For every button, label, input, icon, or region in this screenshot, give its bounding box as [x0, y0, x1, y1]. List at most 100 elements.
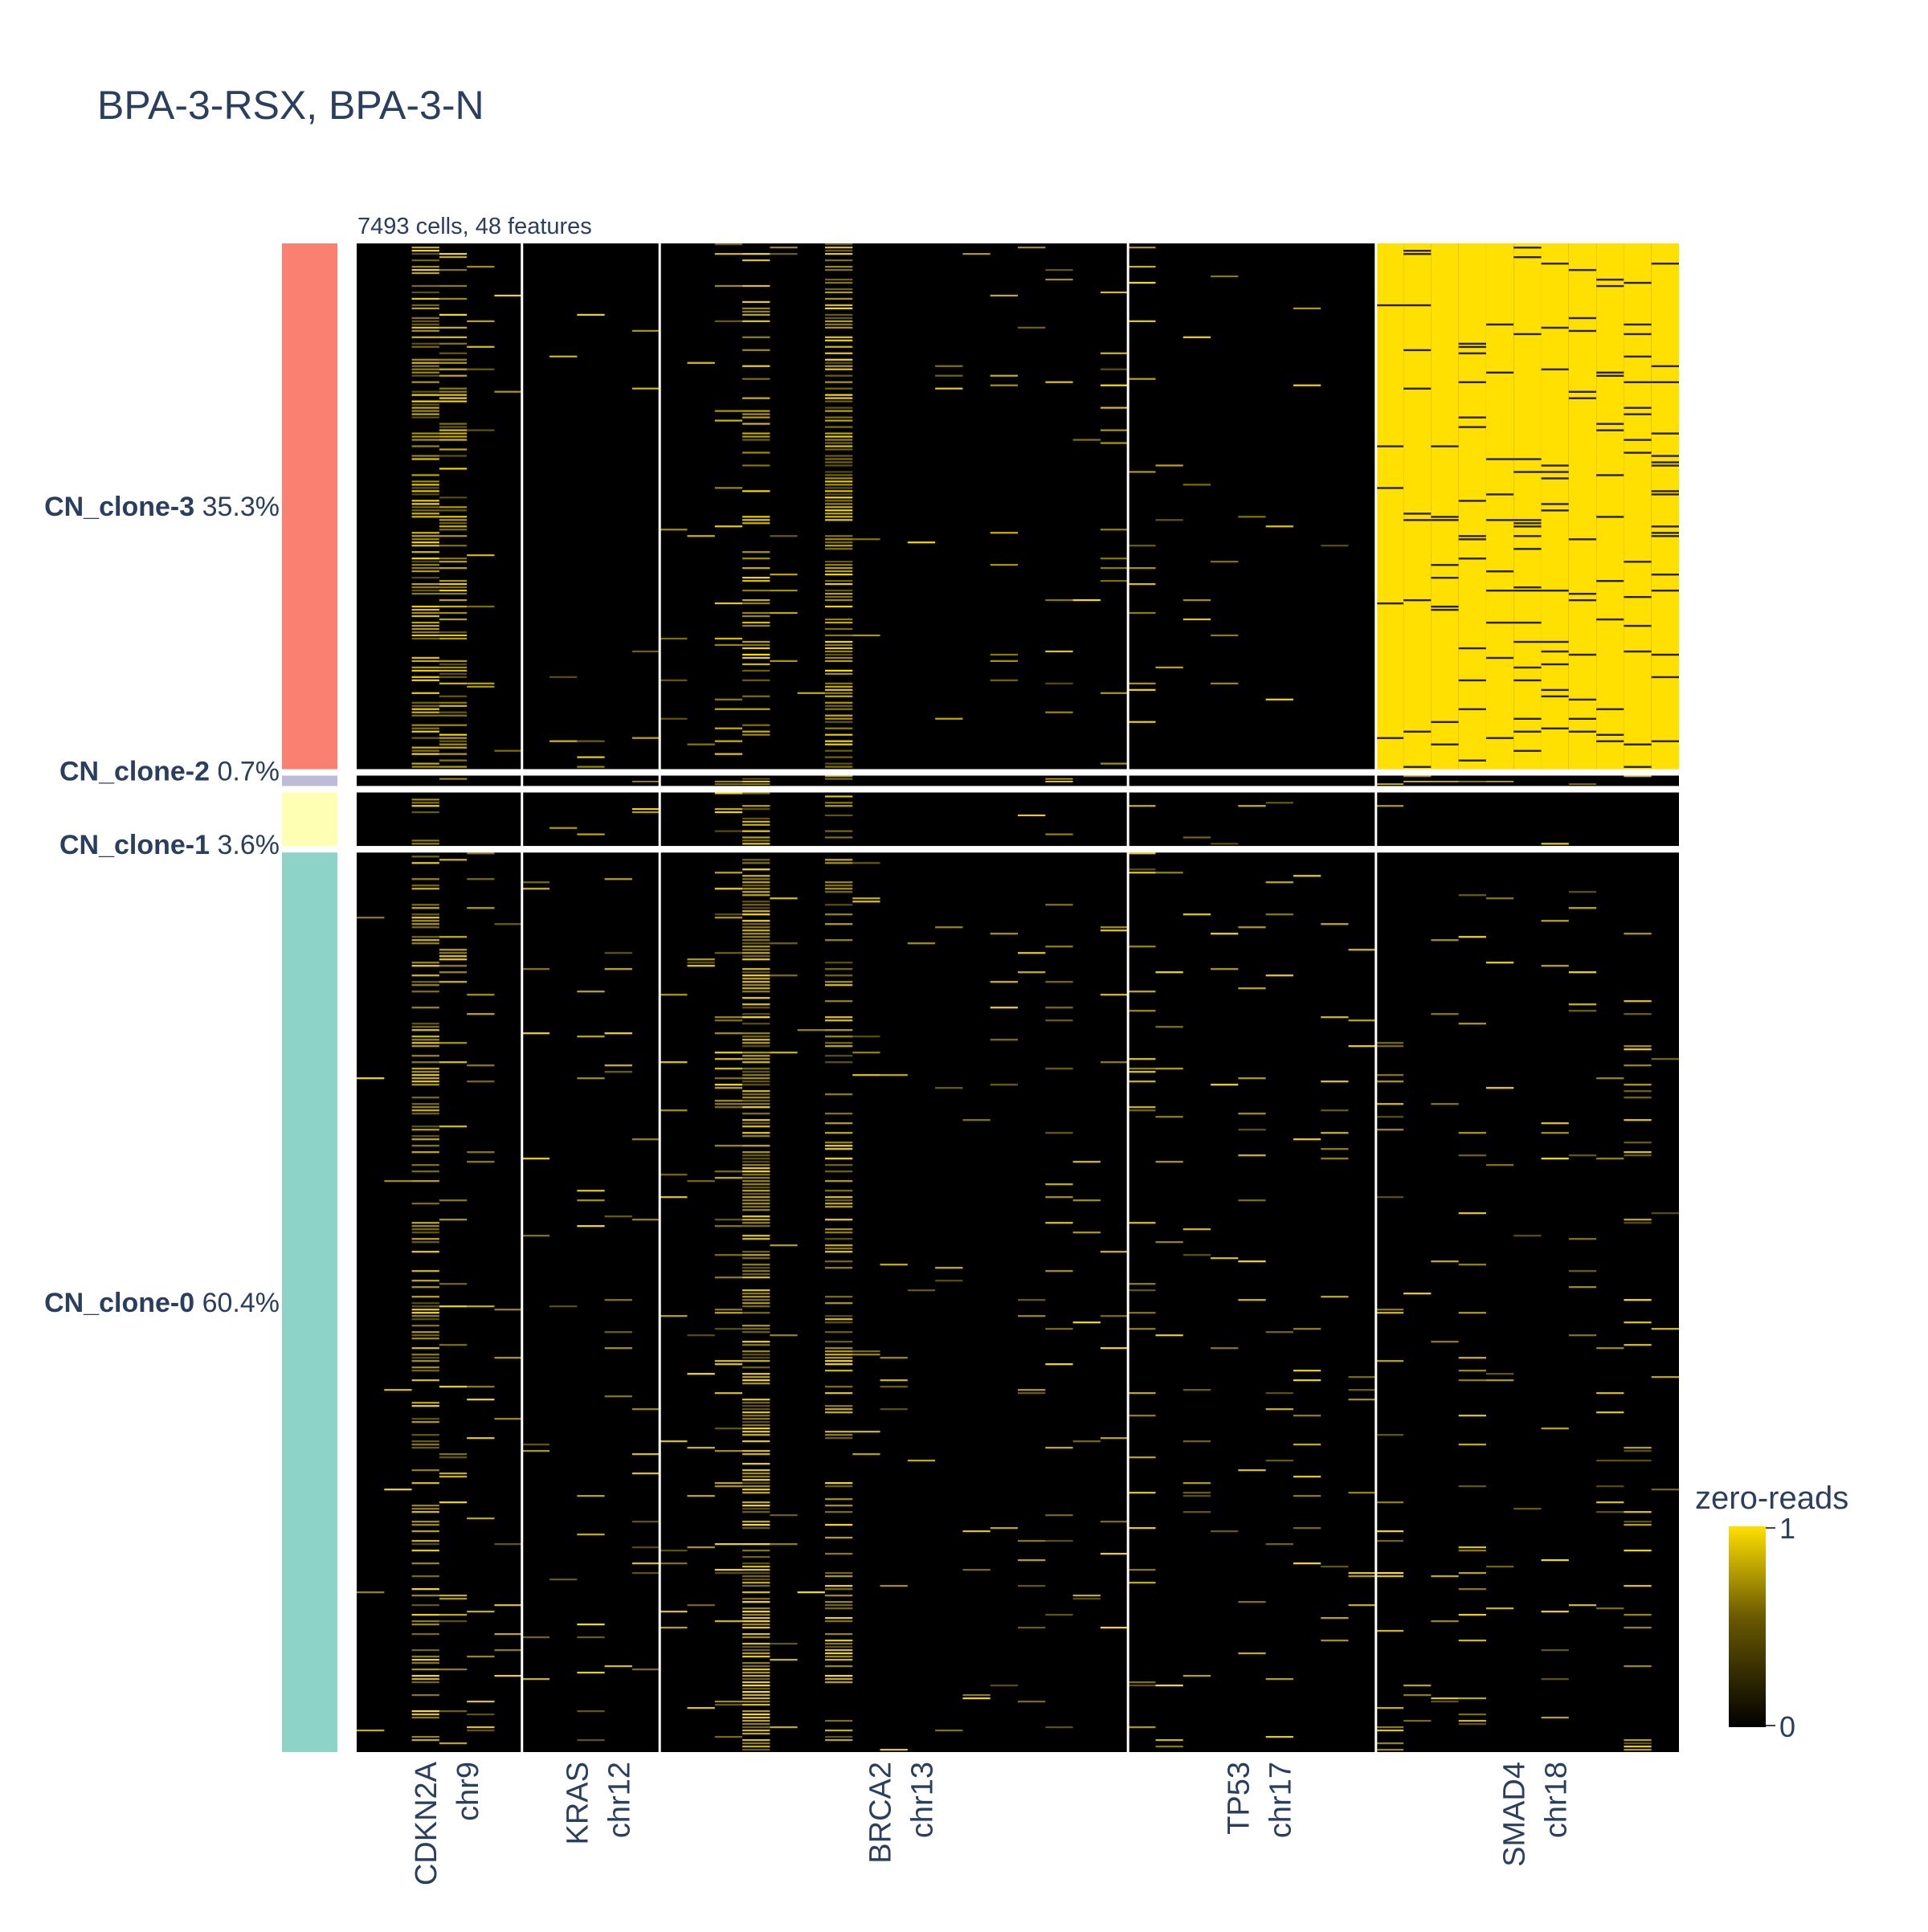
heatmap-cell	[1238, 805, 1266, 807]
heatmap-cell	[411, 1447, 439, 1449]
heatmap-cell	[742, 792, 770, 794]
heatmap-cell	[1321, 1080, 1349, 1083]
heatmap-cell	[1018, 1701, 1046, 1703]
heatmap-cell	[1431, 743, 1459, 745]
heatmap-cell	[1045, 780, 1073, 782]
heatmap-cell	[742, 1373, 770, 1375]
heatmap-cell	[439, 252, 468, 255]
heatmap-cell	[687, 1334, 715, 1337]
heatmap-cell	[1128, 946, 1156, 948]
heatmap-cell	[824, 714, 853, 717]
heatmap-cell	[1375, 1530, 1404, 1533]
heatmap-cell	[1403, 730, 1432, 733]
heatmap-cell	[1155, 1161, 1183, 1163]
heatmap-cell	[742, 1125, 770, 1128]
heatmap-cell	[439, 400, 468, 402]
heatmap-cell	[742, 300, 770, 304]
heatmap-cell	[1045, 682, 1073, 684]
heatmap-cell	[742, 878, 770, 880]
heatmap-cell	[1624, 406, 1652, 409]
heatmap-cell	[742, 783, 770, 785]
heatmap-cell	[824, 1354, 853, 1356]
heatmap-cell	[1485, 570, 1514, 573]
heatmap-cell	[411, 1203, 439, 1205]
heatmap-cell	[687, 1495, 715, 1497]
heatmap-cell	[824, 1244, 853, 1247]
heatmap-cell	[1485, 656, 1514, 660]
heatmap-cell	[1238, 1299, 1266, 1301]
heatmap-cell	[742, 669, 770, 672]
clone-separator	[357, 846, 1679, 853]
heatmap-cell	[1018, 326, 1046, 329]
heatmap-cell	[824, 974, 853, 977]
heatmap-cell	[742, 1710, 770, 1713]
heatmap-cell	[824, 660, 853, 662]
heatmap-cell	[824, 913, 853, 916]
heatmap-cell	[1128, 545, 1156, 547]
heatmap-cell	[631, 1562, 660, 1565]
heatmap-cell	[742, 1402, 770, 1404]
heatmap-cell	[1321, 1640, 1349, 1642]
heatmap-cell	[411, 920, 439, 922]
heatmap-cell	[742, 1100, 770, 1102]
heatmap-cell	[742, 1289, 770, 1292]
heatmap-cell	[742, 1450, 770, 1452]
heatmap-cell	[411, 660, 439, 662]
heatmap-cell	[411, 1170, 439, 1173]
heatmap-cell	[1431, 445, 1459, 447]
heatmap-cell	[1128, 246, 1156, 249]
heatmap-cell	[824, 1739, 853, 1742]
heatmap-cell	[1183, 1511, 1211, 1513]
heatmap-cell	[411, 981, 439, 983]
colorbar-title: zero-reads	[1695, 1481, 1848, 1516]
heatmap-cell	[549, 676, 578, 678]
heatmap-cell	[742, 1344, 770, 1346]
heatmap-cell	[742, 1688, 770, 1690]
heatmap-cell	[1568, 598, 1597, 602]
heatmap-cell	[521, 1636, 550, 1639]
heatmap-cell	[1211, 1084, 1239, 1086]
heatmap-cell	[1045, 278, 1073, 281]
heatmap-cell	[1458, 1713, 1486, 1716]
heatmap-cell	[742, 1739, 770, 1742]
heatmap-cell	[1541, 965, 1569, 967]
heatmap-cell	[411, 1659, 439, 1661]
heatmap-cell	[824, 1482, 853, 1485]
heatmap-cell	[411, 506, 439, 509]
heatmap-cell	[1624, 1665, 1652, 1668]
heatmap-cell	[852, 538, 880, 541]
heatmap-cell	[1128, 1106, 1156, 1109]
heatmap-cell	[1375, 487, 1404, 489]
heatmap-cell	[1624, 1524, 1652, 1526]
heatmap-cell	[411, 1604, 439, 1607]
heatmap-cell	[439, 949, 468, 951]
heatmap-cell	[1431, 939, 1459, 941]
heatmap-cell	[1265, 974, 1293, 977]
heatmap-cell	[411, 705, 439, 707]
heatmap-cell	[1183, 1228, 1211, 1231]
heatmap-cell	[742, 1726, 770, 1729]
heatmap-cell	[1431, 780, 1459, 782]
heatmap-cell	[714, 1032, 743, 1035]
heatmap-cell	[1375, 1749, 1404, 1751]
heatmap-cell	[687, 1707, 715, 1709]
heatmap-cell	[439, 1476, 468, 1478]
heatmap-cell	[1624, 1585, 1652, 1587]
heatmap-cell	[411, 400, 439, 402]
heatmap-cell	[411, 805, 439, 807]
heatmap-cell	[742, 1415, 770, 1417]
heatmap-cell	[824, 762, 853, 765]
heatmap-cell	[439, 759, 468, 762]
heatmap-cell	[1541, 1678, 1569, 1681]
heatmap-cell	[577, 1190, 605, 1192]
heatmap-cell	[824, 656, 853, 659]
heatmap-cell	[742, 695, 770, 697]
heatmap-cell	[1045, 1183, 1073, 1186]
heatmap-cell	[824, 538, 853, 541]
heatmap-cell	[1211, 1530, 1239, 1533]
heatmap-cell	[1541, 1428, 1569, 1430]
heatmap-cell	[1624, 1746, 1652, 1748]
heatmap-cell	[824, 672, 853, 675]
heatmap-cell	[1431, 721, 1459, 723]
heatmap-cell	[1100, 1315, 1129, 1317]
